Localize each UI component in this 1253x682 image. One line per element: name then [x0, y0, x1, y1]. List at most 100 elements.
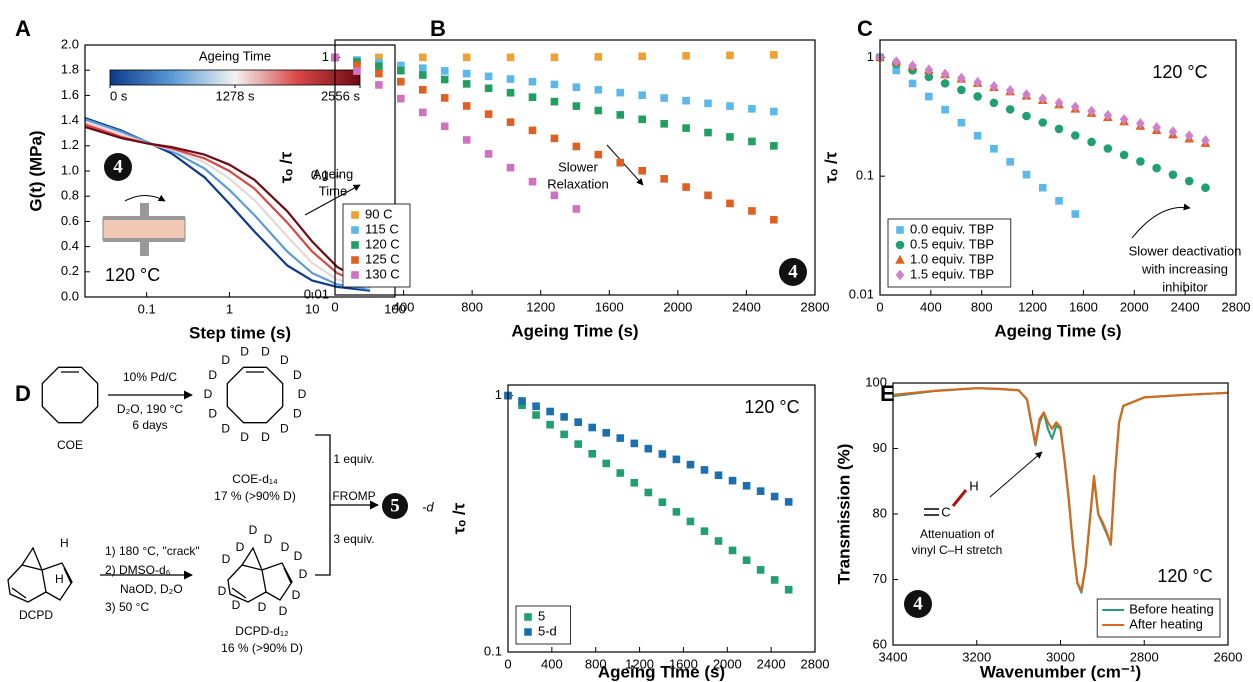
data-point — [506, 53, 515, 62]
x-tick-label: 0 — [504, 656, 511, 671]
data-point — [672, 455, 681, 464]
data-point — [375, 69, 383, 78]
compound-name: COE-d₁₄ — [232, 472, 278, 486]
condition: D₂O, 190 °C — [117, 402, 183, 416]
y-tick-label: 0.1 — [484, 643, 502, 658]
data-point — [528, 77, 537, 86]
data-point — [892, 66, 901, 75]
data-point — [418, 108, 427, 117]
annotation: Relaxation — [547, 176, 608, 191]
condition: 10% Pd/C — [123, 370, 177, 384]
data-point — [462, 80, 471, 88]
x-tick-label: 2600 — [1214, 649, 1243, 664]
badge-text: 5 — [390, 495, 400, 516]
data-point — [462, 53, 471, 62]
compound-name: DCPD — [19, 608, 53, 622]
x-tick-label: 2400 — [757, 656, 786, 671]
series-line — [84, 125, 371, 287]
data-point — [594, 86, 603, 94]
data-point — [660, 119, 668, 128]
yield: 17 % (>90% D) — [214, 489, 296, 503]
y-tick-label: 2.0 — [61, 36, 79, 51]
data-point — [1087, 105, 1096, 117]
y-tick-label: 0.6 — [61, 213, 79, 228]
atom: C — [941, 504, 950, 519]
condition: 6 days — [132, 418, 167, 432]
legend-label: 0.0 equiv. TBP — [910, 221, 994, 236]
data-point — [973, 76, 982, 88]
data-point — [1022, 170, 1031, 179]
legend-label: 120 C — [365, 236, 400, 251]
data-point — [770, 215, 778, 224]
data-point — [638, 52, 646, 61]
data-point — [602, 429, 611, 437]
data-point — [560, 430, 568, 439]
x-tick-label: 2400 — [732, 299, 761, 314]
data-point — [973, 131, 982, 140]
data-point — [588, 449, 597, 458]
data-point — [748, 137, 756, 146]
badge — [904, 590, 932, 618]
data-point — [594, 106, 603, 115]
data-point — [506, 88, 515, 97]
data-point — [1070, 131, 1080, 140]
data-point — [572, 142, 581, 151]
series-line — [84, 123, 371, 288]
data-point — [644, 488, 653, 497]
legend-marker — [351, 241, 359, 249]
plot-frame — [84, 44, 396, 298]
y-tick-label: 60 — [873, 636, 887, 651]
x-tick-label: 1600 — [595, 299, 624, 314]
data-point — [1005, 85, 1015, 96]
data-point — [440, 94, 449, 102]
data-point — [704, 99, 712, 108]
data-point — [397, 66, 405, 75]
data-point — [550, 53, 559, 62]
data-point — [1054, 97, 1064, 109]
data-point — [1136, 157, 1145, 166]
condition: 2) DMSO-d₆ — [105, 563, 171, 577]
condition: 1) 180 °C, "crack" — [105, 544, 200, 558]
data-point — [682, 96, 690, 105]
badge-text: 4 — [788, 261, 798, 282]
data-point — [726, 199, 734, 208]
data-point — [574, 440, 582, 448]
data-point — [940, 79, 950, 88]
data-point — [1168, 170, 1178, 179]
data-point — [594, 150, 603, 159]
deuterium-label: D — [294, 549, 303, 563]
x-tick-label: 2800 — [801, 299, 830, 314]
data-point — [728, 476, 737, 485]
data-point — [989, 80, 999, 92]
data-point — [532, 411, 540, 419]
data-point — [1152, 163, 1161, 173]
deuterium-label: D — [261, 430, 270, 444]
data-point — [484, 84, 493, 93]
data-point — [440, 75, 449, 84]
x-tick-label: 2000 — [713, 656, 742, 671]
x-tick-label: 2800 — [1130, 649, 1159, 664]
data-point — [1071, 210, 1080, 218]
data-point — [1184, 130, 1194, 142]
x-tick-label: 1 — [226, 301, 233, 316]
data-point — [518, 401, 526, 410]
deuterium-label: D — [293, 406, 302, 420]
x-tick-label: 800 — [971, 299, 993, 314]
y-axis-label: τₒ /τ — [276, 151, 295, 183]
data-point — [973, 92, 982, 101]
deuterium-label: D — [221, 353, 230, 367]
plot-frame — [507, 384, 816, 653]
x-tick-label: 100 — [384, 301, 406, 316]
data-point — [1184, 176, 1194, 186]
arrow — [304, 184, 361, 216]
data-point — [550, 191, 559, 200]
data-point — [638, 115, 646, 124]
deuterium-label: D — [279, 604, 288, 618]
data-point — [714, 537, 723, 545]
badge — [104, 153, 132, 181]
data-point — [660, 175, 668, 183]
legend-box — [515, 605, 571, 645]
arrow — [989, 451, 1043, 498]
annotation: Attenuation of — [920, 527, 995, 541]
legend-label: 5-d — [538, 623, 557, 638]
